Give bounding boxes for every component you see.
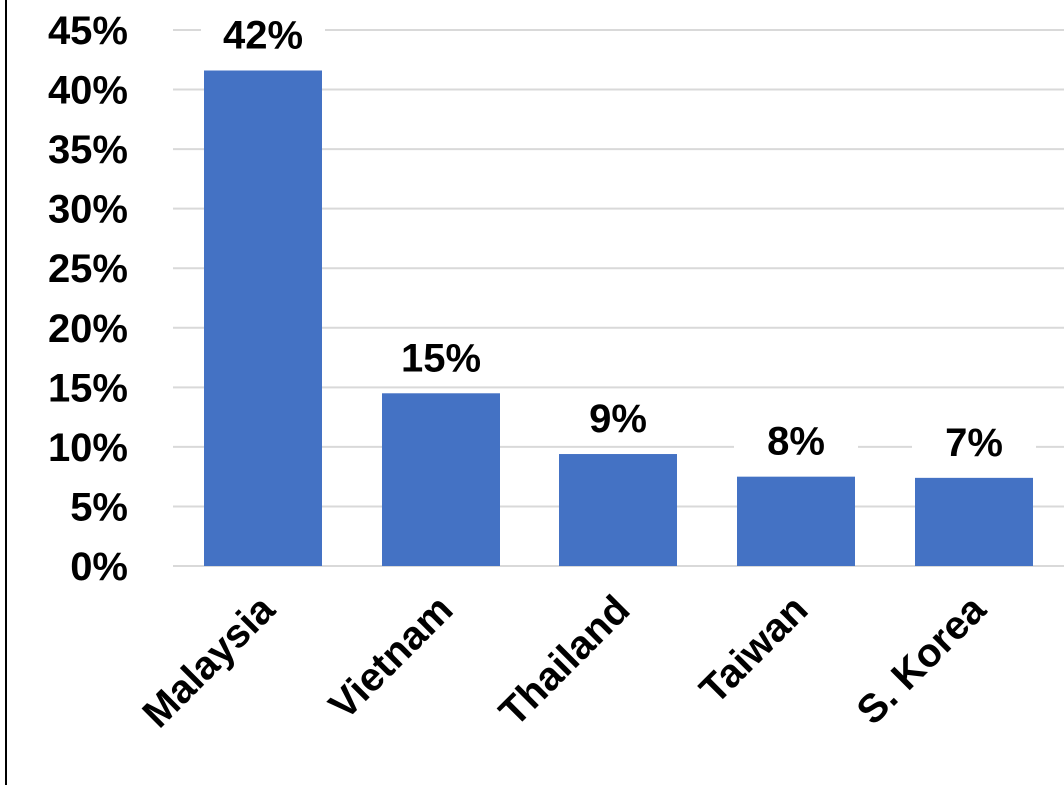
data-label-background (556, 394, 680, 445)
bar-s-korea (915, 477, 1033, 566)
data-label: 42% (223, 13, 303, 57)
data-label-background (201, 10, 325, 61)
category-labels: Malaysia Vietnam Thailand Taiwan S. Korea (134, 587, 995, 737)
data-label: 15% (401, 336, 481, 380)
y-tick-label: 30% (48, 188, 128, 232)
y-tick-label: 10% (48, 426, 128, 470)
data-labels: 42% 15% 9% 8% 7% (201, 10, 1036, 468)
data-label: 8% (767, 420, 825, 464)
category-label: Vietnam (321, 587, 462, 728)
y-tick-label: 5% (70, 485, 128, 529)
bar-malaysia (204, 70, 322, 567)
data-label: 9% (589, 397, 647, 441)
y-tick-label: 35% (48, 128, 128, 172)
category-label: Taiwan (691, 587, 816, 712)
data-label-background (379, 333, 503, 384)
y-tick-label: 25% (48, 247, 128, 291)
y-tick-label: 40% (48, 69, 128, 113)
category-label: S. Korea (848, 587, 994, 733)
y-axis-tick-labels: 0% 5% 10% 15% 20% 25% 30% 35% 40% 45% (48, 9, 128, 589)
category-label: Thailand (491, 587, 638, 734)
data-label-background (912, 417, 1036, 468)
y-tick-label: 15% (48, 366, 128, 410)
y-tick-label: 20% (48, 307, 128, 351)
y-tick-label: 45% (48, 9, 128, 53)
bar-thailand (559, 454, 677, 566)
data-label: 7% (945, 421, 1003, 465)
bars (204, 70, 1033, 567)
bar-vietnam (382, 393, 500, 566)
y-tick-label: 0% (70, 545, 128, 589)
data-label-background (734, 416, 858, 467)
category-label: Malaysia (134, 587, 284, 737)
bar-taiwan (737, 476, 855, 566)
